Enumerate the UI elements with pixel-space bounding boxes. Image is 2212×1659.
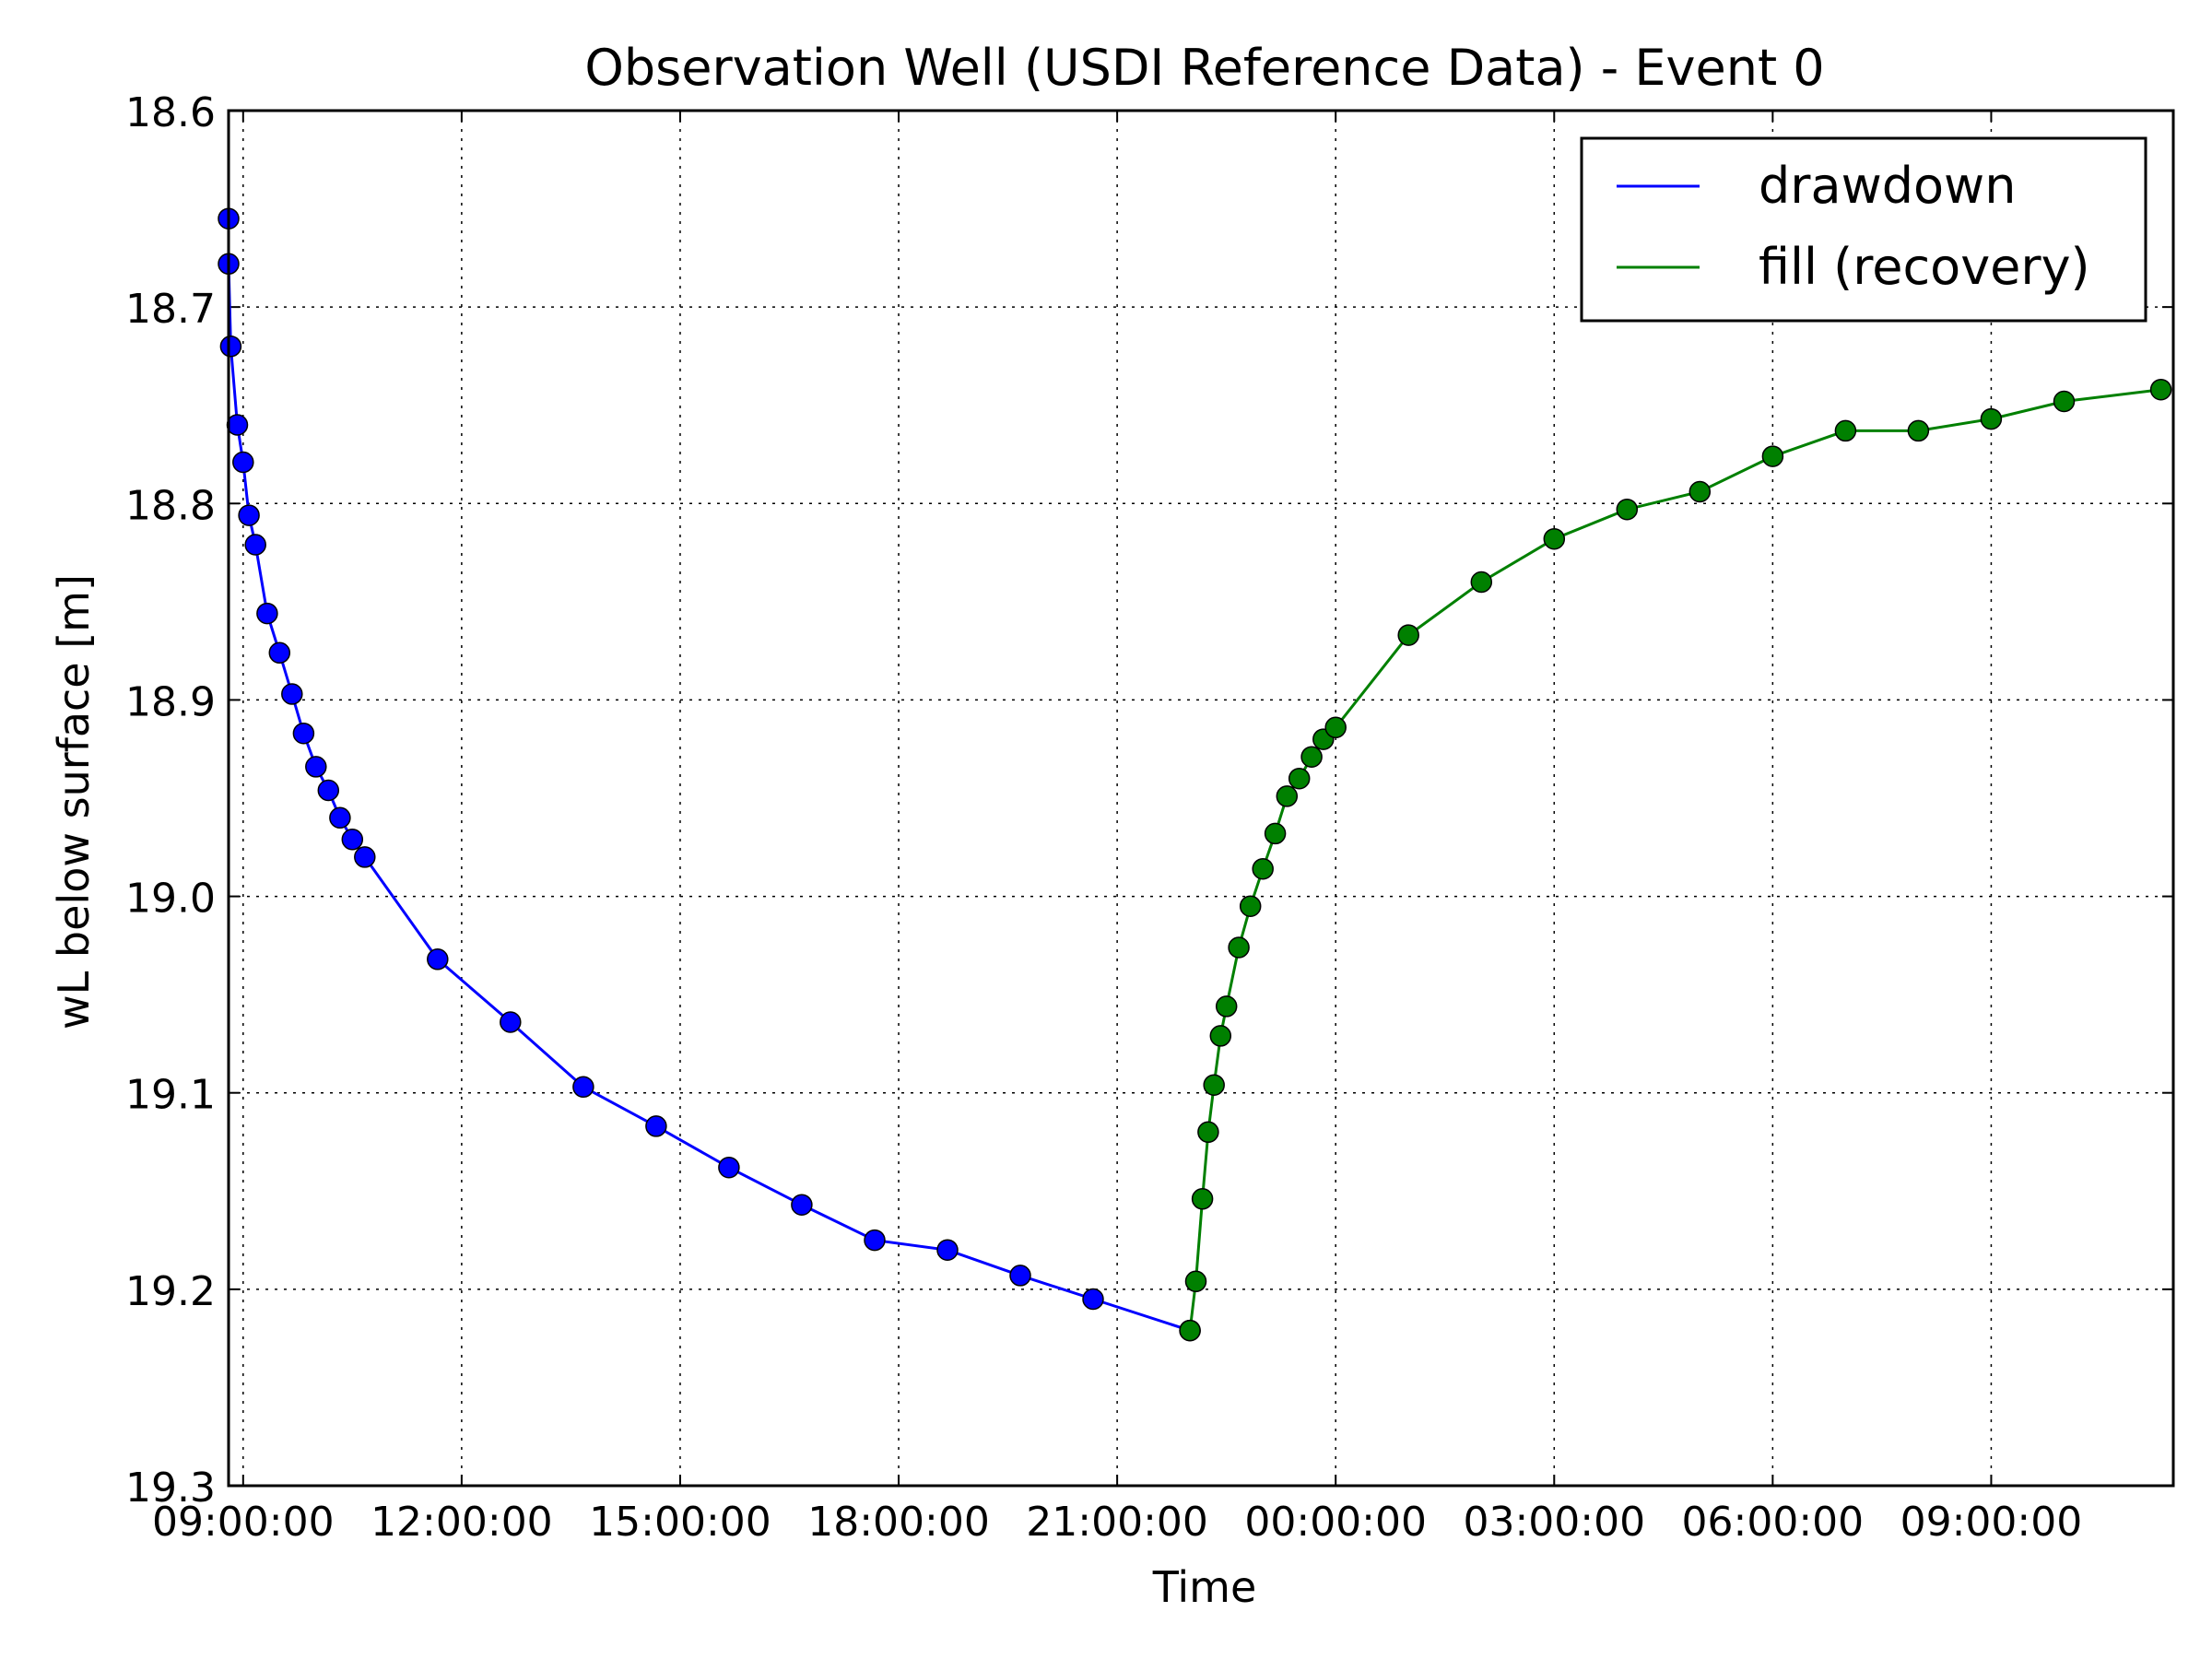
x-axis-label: Time: [1152, 1562, 1257, 1612]
data-point: [1688, 480, 1712, 503]
data-point: [281, 683, 303, 705]
series-drawdown: [218, 207, 1201, 1342]
data-point: [1300, 746, 1323, 768]
x-tick-label: 09:00:00: [1900, 1499, 2083, 1546]
data-point: [2053, 390, 2076, 413]
data-point: [238, 504, 260, 526]
x-tick-label: 15:00:00: [589, 1499, 771, 1546]
data-point: [1761, 445, 1784, 467]
x-tick-label: 03:00:00: [1463, 1499, 1645, 1546]
chart-title: Observation Well (USDI Reference Data) -…: [584, 39, 1824, 97]
data-point: [1980, 407, 2003, 430]
data-point: [292, 722, 315, 745]
data-point: [1203, 1074, 1225, 1096]
x-tick-label: 12:00:00: [371, 1499, 553, 1546]
data-point: [317, 779, 340, 802]
data-point: [1252, 857, 1274, 880]
data-point: [305, 756, 327, 778]
data-point: [232, 451, 254, 474]
data-point: [1191, 1188, 1214, 1210]
data-point: [1215, 995, 1238, 1018]
x-tick-label: 06:00:00: [1682, 1499, 1865, 1546]
series-layer: [218, 207, 2172, 1342]
data-point: [329, 806, 351, 830]
data-point: [645, 1115, 667, 1137]
data-point: [1179, 1319, 1201, 1342]
legend-label: fill (recovery): [1759, 238, 2090, 296]
y-tick-label: 19.0: [125, 876, 216, 923]
y-tick-label: 18.8: [125, 482, 216, 529]
data-point: [1197, 1121, 1219, 1144]
legend-box: [1580, 136, 2147, 323]
data-point: [1324, 716, 1347, 739]
data-point: [1239, 895, 1262, 917]
legend-label: drawdown: [1759, 157, 2016, 215]
data-point: [1397, 624, 1419, 646]
data-point: [226, 414, 249, 436]
data-point: [936, 1239, 959, 1261]
data-point: [354, 846, 376, 868]
data-point: [500, 1011, 522, 1033]
plot-frame: [227, 109, 2175, 1488]
data-point: [1470, 571, 1493, 594]
data-point: [791, 1194, 813, 1216]
series-recovery: [1179, 378, 2172, 1342]
data-point: [1264, 822, 1287, 845]
data-point: [427, 948, 449, 971]
y-tick-label: 19.1: [125, 1072, 216, 1119]
y-tick-label: 19.2: [125, 1268, 216, 1315]
x-tick-label: 09:00:00: [152, 1499, 335, 1546]
data-point: [2149, 378, 2172, 401]
y-tick-label: 18.6: [125, 89, 216, 136]
x-tick-label: 21:00:00: [1026, 1499, 1208, 1546]
data-point: [1184, 1270, 1207, 1293]
data-point: [219, 335, 242, 358]
y-tick-label: 18.7: [125, 286, 216, 333]
data-point: [268, 641, 291, 665]
data-point: [1288, 767, 1311, 790]
data-point: [864, 1229, 886, 1252]
data-point: [1082, 1288, 1104, 1311]
data-point: [256, 602, 278, 625]
x-tick-label: 00:00:00: [1244, 1499, 1427, 1546]
data-point: [1009, 1265, 1031, 1287]
data-point: [1276, 785, 1299, 807]
y-tick-label: 18.9: [125, 678, 216, 725]
legend: drawdown fill (recovery): [1580, 136, 2147, 323]
data-point: [1543, 527, 1566, 550]
y-axis-label: wL below surface [m]: [49, 574, 99, 1030]
data-point: [572, 1076, 594, 1099]
data-point: [1228, 936, 1250, 959]
data-point: [1834, 419, 1857, 442]
axis-ticks: 18.618.718.818.919.019.119.219.309:00:00…: [125, 89, 2173, 1546]
x-tick-label: 18:00:00: [807, 1499, 990, 1546]
data-point: [1907, 419, 1930, 442]
data-point: [244, 534, 266, 556]
data-point: [1209, 1025, 1232, 1047]
data-point: [1616, 498, 1639, 521]
data-point: [341, 829, 364, 851]
y-tick-label: 19.3: [125, 1465, 216, 1512]
data-point: [718, 1156, 740, 1179]
